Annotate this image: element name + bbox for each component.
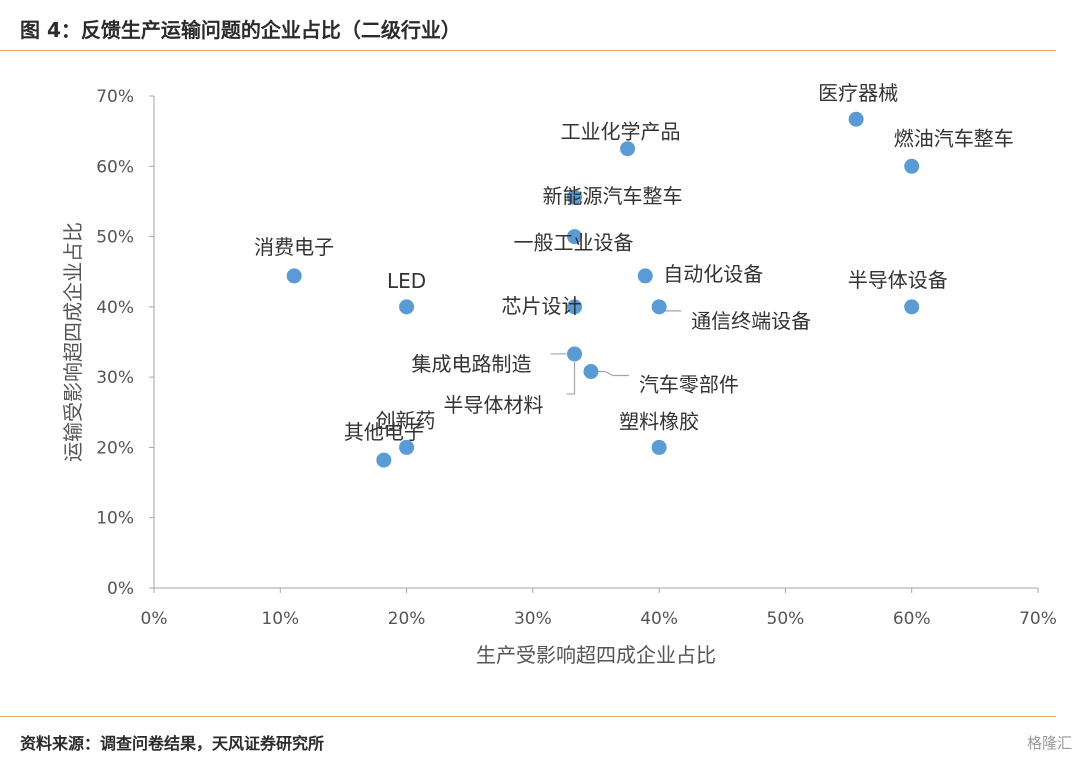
bottom-divider: [0, 716, 1056, 717]
point-label: 塑料橡胶: [619, 409, 699, 433]
leader-lines: [550, 310, 682, 395]
point-label: 其他电子: [344, 420, 424, 444]
point-label: 工业化学产品: [561, 120, 681, 144]
x-tick-label: 50%: [767, 609, 805, 629]
leader-line: [566, 361, 576, 395]
data-point-8: [904, 299, 920, 315]
y-tick-label: 20%: [96, 438, 134, 458]
data-point-4: [567, 229, 583, 245]
point-label: LED: [387, 269, 426, 293]
scatter-chart: 0% 10% 20% 30% 40% 50% 60% 70% 0% 10% 20% 30% 40% 50%…: [61, 81, 1057, 667]
x-tick-label: 20%: [388, 609, 426, 629]
data-point-2: [620, 141, 636, 157]
point-label: 通信终端设备: [691, 309, 811, 333]
point-label: 新能源汽车整车: [543, 184, 683, 208]
point-label: 半导体材料: [444, 393, 544, 417]
y-tick-label: 10%: [96, 509, 134, 529]
watermark-logo: 格隆汇: [1026, 734, 1072, 752]
data-point-0: [848, 111, 864, 127]
x-tick-label: 70%: [1019, 609, 1057, 629]
data-point-3: [567, 189, 583, 205]
data-point-7: [637, 268, 653, 284]
y-tick-label: 50%: [96, 228, 134, 248]
data-point-14: [651, 439, 667, 455]
point-label: 一般工业设备: [514, 231, 634, 255]
data-point-15: [399, 439, 415, 455]
point-label: 半导体设备: [848, 268, 948, 292]
data-point-6: [399, 299, 415, 315]
point-label: 集成电路制造: [412, 352, 532, 376]
point-label: 医疗器械: [818, 81, 898, 105]
point-label: 汽车零部件: [639, 373, 739, 397]
point-label: 自动化设备: [663, 262, 763, 286]
leader-line: [596, 370, 629, 377]
source-note: 资料来源：调查问卷结果，天风证券研究所: [20, 734, 325, 753]
data-point-1: [904, 158, 920, 174]
x-tick-label: 0%: [141, 609, 168, 629]
y-tick-label: 40%: [96, 298, 134, 318]
data-point-5: [286, 268, 302, 284]
chart-axes: 0% 10% 20% 30% 40% 50% 60% 70% 0% 10% 20% 30% 40% 50%…: [96, 87, 1057, 629]
y-axis-label: 运输受影响超四成企业占比: [61, 222, 85, 462]
point-label: 燃油汽车整车: [894, 126, 1014, 150]
data-point-10: [651, 299, 667, 315]
x-tick-label: 40%: [640, 609, 678, 629]
x-tick-label: 30%: [514, 609, 552, 629]
data-point-9: [567, 299, 583, 315]
y-tick-label: 0%: [107, 579, 134, 599]
figure-title: 图 4：反馈生产运输问题的企业占比（二级行业）: [20, 18, 461, 42]
y-tick-label: 30%: [96, 368, 134, 388]
point-label: 芯片设计: [502, 294, 582, 318]
data-point-11: [567, 346, 583, 362]
data-points: [286, 111, 920, 468]
y-tick-label: 70%: [96, 87, 134, 107]
x-tick-label: 10%: [261, 609, 299, 629]
top-divider: [0, 50, 1056, 51]
data-point-16: [376, 452, 392, 468]
point-label: 创新药: [376, 408, 436, 432]
point-label: 消费电子: [254, 235, 334, 259]
x-tick-label: 60%: [893, 609, 931, 629]
data-point-12: [583, 364, 599, 380]
y-tick-label: 60%: [96, 157, 134, 177]
x-axis-label: 生产受影响超四成企业占比: [476, 643, 716, 667]
